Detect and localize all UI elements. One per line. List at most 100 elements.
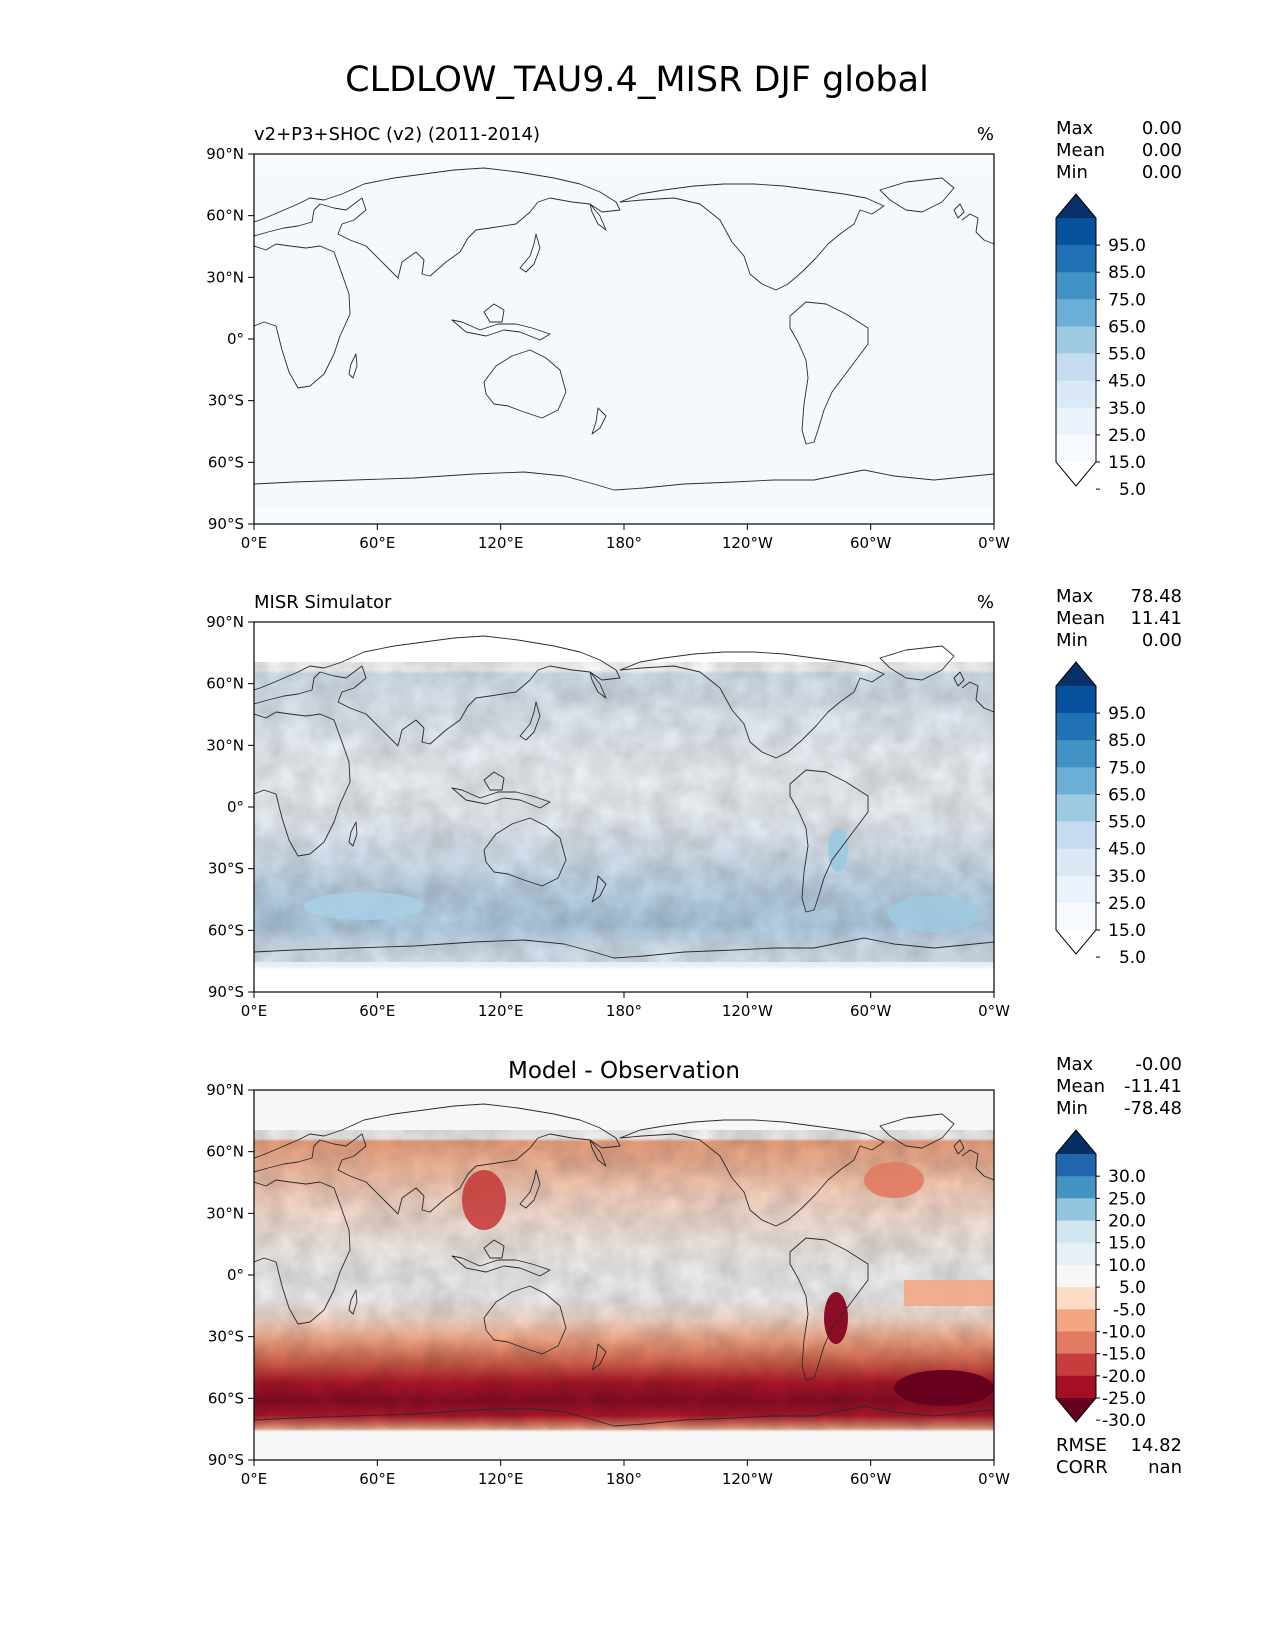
colorbar-label: 65.0 [1108,317,1146,337]
colorbar-segment [1056,767,1096,795]
colorbar-label: 65.0 [1108,785,1146,805]
y-tick-label: 90°S [208,1451,244,1469]
colorbar-label: 75.0 [1108,290,1146,310]
stats-obs: Max 78.48 Mean 11.41 Min 0.00 [1056,586,1182,651]
x-tick-label: 0°W [978,1470,1010,1488]
stat-min-value: 0.00 [1142,630,1182,651]
colorbar-label: 25.0 [1108,1189,1146,1209]
panel-obs: MISR Simulator % 0°E 60°E 120°E 180° 120°W 60… [206,592,1010,1020]
y-tick-label: 60°N [206,207,244,225]
y-tick-label: 30°N [206,268,244,286]
colorbar-segment [1056,1154,1096,1177]
x-tick-label: 120°E [478,1470,524,1488]
colorbar-segment [1056,1353,1096,1377]
colorbar-diff: 30.025.0 20.015.010.05.0-5.0-10.0 -15.0-20… [1055,1129,1146,1431]
x-tick-label: 60°W [850,1470,892,1488]
x-tick-label: 120°E [478,534,524,552]
stat-min-label: Min [1056,162,1088,183]
colorbar-segment [1056,1198,1096,1222]
x-tick-label: 60°E [359,1470,395,1488]
y-tick-label: 60°S [208,921,244,939]
colorbar-extend-bottom [1056,1398,1096,1422]
y-tick-label: 0° [227,330,244,348]
colorbar-label: 30.0 [1108,1167,1146,1187]
stat-mean-label: Mean [1056,608,1105,629]
colorbar-label: -10.0 [1102,1322,1146,1342]
y-tick-label: 30°N [206,1204,244,1222]
colorbar-label: 95.0 [1108,704,1146,724]
colorbar-label: 55.0 [1108,813,1146,833]
obs-south-atlantic-high [888,896,980,932]
colorbar-label: -25.0 [1102,1389,1146,1409]
stat-mean-value: 0.00 [1142,140,1182,161]
y-axis: 90°N 60°N 30°N 0° 30°S 60°S 90°S [206,613,254,1001]
x-tick-label: 60°E [359,1002,395,1020]
y-axis: 90°N 60°N 30°N 0° 30°S 60°S 90°S [206,1081,254,1469]
colorbar-label: 15.0 [1108,1234,1146,1254]
y-tick-label: 30°S [208,1328,244,1346]
x-tick-label: 120°W [722,534,773,552]
y-tick-label: 90°N [206,1081,244,1099]
x-tick-label: 180° [606,534,642,552]
colorbar-segment [1056,902,1096,931]
colorbar-segment [1056,1242,1096,1266]
colorbar-segment [1056,740,1096,768]
colorbar-segment [1056,686,1096,714]
colorbar-label: -15.0 [1102,1345,1146,1365]
obs-south-indian-high [304,892,424,920]
colorbar-label: 85.0 [1108,263,1146,283]
colorbar-extend-bottom [1056,462,1096,486]
stats-diff: Max -0.00 Mean -11.41 Min -78.48 [1056,1054,1182,1119]
colorbar-label: 15.0 [1108,921,1146,941]
y-tick-label: 30°S [208,860,244,878]
obs-peru-stratocumulus [828,828,848,872]
diff-atlantic-equatorial [904,1280,994,1306]
x-tick-label: 180° [606,1470,642,1488]
stat-max-label: Max [1056,118,1094,139]
colorbar-label: 20.0 [1108,1212,1146,1232]
colorbar-segment [1056,434,1096,463]
stat-mean-value: 11.41 [1130,608,1182,629]
y-tick-label: 60°S [208,1389,244,1407]
colorbar-segment [1056,1375,1096,1399]
colorbar-segment [1056,353,1096,382]
colorbar-label: 5.0 [1119,948,1146,968]
x-tick-label: 0°W [978,1002,1010,1020]
x-tick-label: 0°W [978,534,1010,552]
stat-max-value: 0.00 [1142,118,1182,139]
colorbar-segment [1056,794,1096,823]
colorbar-extend-top [1056,662,1096,686]
rmse-value: 14.82 [1130,1435,1182,1456]
y-tick-label: 90°N [206,145,244,163]
colorbar-extend-bottom [1056,930,1096,954]
stat-min-value: 0.00 [1142,162,1182,183]
colorbar-label: -5.0 [1113,1300,1146,1320]
y-tick-label: 30°S [208,392,244,410]
colorbar-label: 5.0 [1119,480,1146,500]
units-label: % [977,124,994,145]
x-tick-label: 120°E [478,1002,524,1020]
colorbar-label: 5.0 [1119,1278,1146,1298]
stats-model: Max 0.00 Mean 0.00 Min 0.00 [1056,118,1182,183]
colorbar-label: 15.0 [1108,453,1146,473]
panel-title: MISR Simulator [254,592,392,613]
colorbar-label: 45.0 [1108,840,1146,860]
colorbar-segment [1056,218,1096,246]
panel-title: v2+P3+SHOC (v2) (2011-2014) [254,124,540,145]
units-label: % [977,592,994,613]
x-tick-label: 120°W [722,1470,773,1488]
x-tick-label: 120°W [722,1002,773,1020]
colorbar-label: -30.0 [1102,1411,1146,1431]
x-tick-label: 180° [606,1002,642,1020]
stat-min-label: Min [1056,630,1088,651]
y-tick-label: 90°S [208,983,244,1001]
colorbar-label: 95.0 [1108,236,1146,256]
stat-min-label: Min [1056,1098,1088,1119]
colorbar-segment [1056,299,1096,327]
colorbar-segment [1056,713,1096,741]
x-axis: 0°E 60°E 120°E 180° 120°W 60°W 0°W [241,524,1010,552]
colorbar-model: 95.0 85.0 75.0 65.0 55.0 45.0 35.0 25.0 15.0 5.0 [1055,193,1146,500]
colorbar-segment [1056,848,1096,877]
colorbar-segment [1056,245,1096,273]
